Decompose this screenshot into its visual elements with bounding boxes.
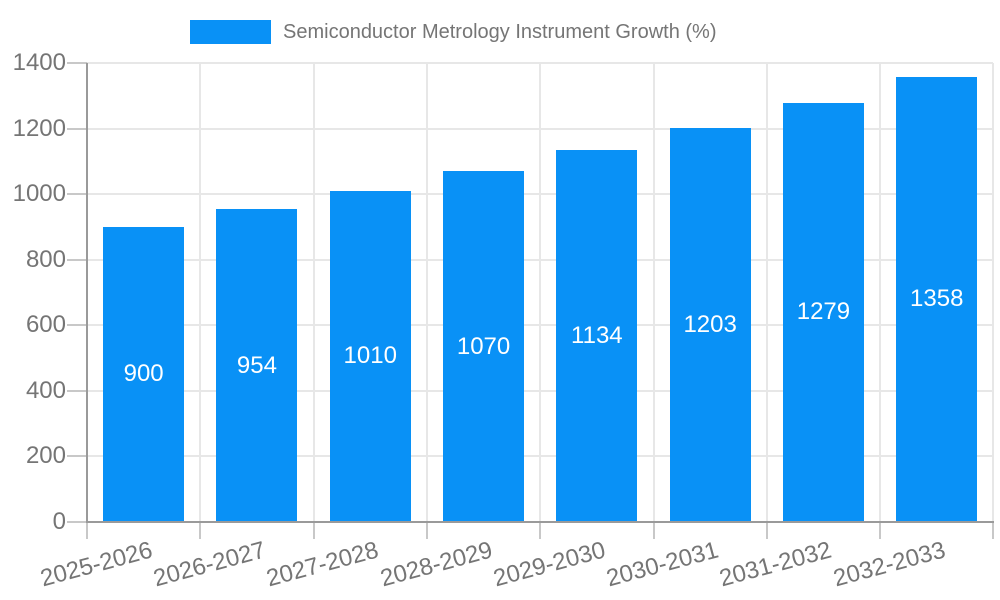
v-gridline bbox=[199, 63, 202, 522]
x-axis-tick bbox=[765, 522, 768, 539]
bar-value-label: 1010 bbox=[343, 342, 397, 370]
bar-value-label: 900 bbox=[123, 360, 164, 388]
legend-label: Semiconductor Metrology Instrument Growt… bbox=[283, 21, 717, 43]
bar[interactable] bbox=[556, 150, 638, 522]
y-tick-label: 1000 bbox=[12, 180, 66, 208]
v-gridline bbox=[425, 63, 428, 522]
bar-value-label: 954 bbox=[236, 351, 277, 379]
v-gridline bbox=[879, 63, 882, 522]
v-gridline bbox=[765, 63, 768, 522]
x-axis-tick bbox=[879, 522, 882, 539]
y-axis-tick bbox=[67, 193, 87, 196]
y-tick-label: 1400 bbox=[12, 49, 66, 76]
y-tick-label: 200 bbox=[25, 442, 66, 470]
v-gridline bbox=[652, 63, 655, 522]
bar-value-label: 1358 bbox=[910, 285, 964, 313]
bar-value-label: 1203 bbox=[683, 310, 737, 338]
bar[interactable] bbox=[896, 76, 978, 522]
legend[interactable]: Semiconductor Metrology Instrument Growt… bbox=[0, 0, 1000, 56]
v-gridline bbox=[539, 63, 542, 522]
bar-value-label: 1134 bbox=[571, 322, 623, 350]
bar[interactable] bbox=[103, 226, 185, 522]
y-axis-tick bbox=[67, 258, 87, 261]
bar[interactable] bbox=[329, 190, 411, 522]
bar[interactable] bbox=[669, 127, 751, 522]
y-axis-tick bbox=[67, 389, 87, 392]
y-axis-tick bbox=[67, 521, 87, 523]
bar-value-label: 1279 bbox=[796, 298, 851, 326]
bar[interactable] bbox=[216, 209, 298, 522]
x-axis-tick bbox=[425, 522, 428, 539]
v-gridline bbox=[312, 63, 315, 522]
x-axis-tick bbox=[992, 522, 995, 539]
y-axis-tick bbox=[67, 62, 87, 64]
x-axis-tick bbox=[539, 522, 542, 539]
bar[interactable] bbox=[782, 102, 864, 522]
v-gridline bbox=[992, 63, 995, 522]
y-tick-label: 1200 bbox=[12, 114, 66, 142]
bar-value-label: 1070 bbox=[456, 332, 511, 360]
bar[interactable] bbox=[443, 171, 525, 522]
x-axis-tick bbox=[652, 522, 655, 539]
legend-swatch[interactable] bbox=[190, 20, 271, 44]
y-axis-tick bbox=[67, 455, 87, 458]
y-tick-label: 800 bbox=[25, 245, 66, 273]
x-axis-tick bbox=[86, 522, 88, 539]
x-axis-line bbox=[86, 521, 995, 523]
y-axis-tick bbox=[67, 127, 87, 130]
x-axis-tick bbox=[312, 522, 315, 539]
y-tick-label: 400 bbox=[25, 376, 66, 404]
y-tick-label: 0 bbox=[52, 508, 66, 535]
y-axis-line bbox=[86, 63, 88, 522]
y-axis-tick bbox=[67, 324, 87, 327]
x-axis-tick bbox=[199, 522, 202, 539]
y-tick-label: 600 bbox=[25, 311, 66, 339]
